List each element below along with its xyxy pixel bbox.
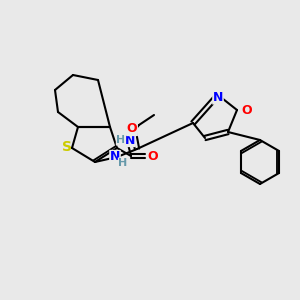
Text: O: O [147,149,158,163]
Text: S: S [62,140,72,154]
Text: N: N [110,151,120,164]
Text: O: O [241,103,252,116]
Text: N: N [125,134,135,146]
Text: H: H [116,135,126,145]
Text: H: H [118,158,127,168]
Text: O: O [127,122,137,136]
Text: N: N [213,91,223,104]
